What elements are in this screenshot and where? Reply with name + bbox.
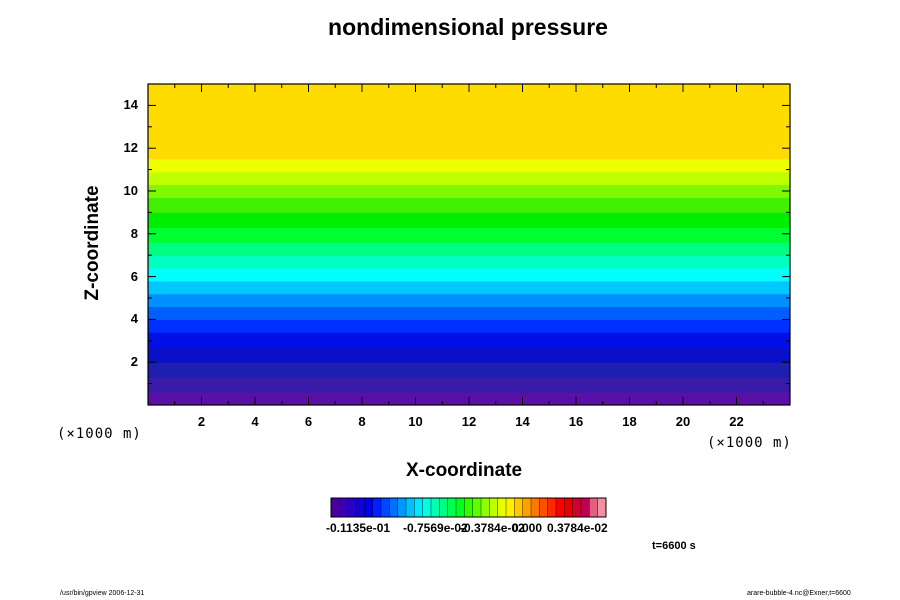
y-tick-label: 14 (123, 97, 138, 113)
colorbar-swatch (514, 497, 524, 518)
contour-band (148, 197, 790, 213)
contour-band (148, 377, 790, 393)
z-unit-label: (×1000 m) (57, 426, 142, 442)
footer-left: /usr/bin/gpview 2006-12-31 (60, 590, 145, 597)
colorbar-swatch (555, 497, 565, 518)
x-tick-label: 18 (622, 414, 637, 429)
colorbar-label: -0.1135e-01 (326, 521, 391, 535)
colorbar (330, 497, 607, 518)
contour-band (148, 332, 790, 348)
colorbar-swatch (414, 497, 424, 518)
contour-band (148, 227, 790, 243)
x-unit-label: (×1000 m) (707, 435, 792, 451)
colorbar-swatch (589, 497, 599, 518)
x-tick-label: 2 (197, 414, 206, 429)
y-axis-label: Z-coordinate (82, 185, 103, 301)
colorbar-swatch (480, 497, 490, 518)
contour-band (148, 268, 790, 282)
colorbar-swatch (505, 497, 515, 518)
colorbar-swatch (489, 497, 499, 518)
colorbar-swatch (422, 497, 432, 518)
contour-band (148, 212, 790, 228)
colorbar-swatch (405, 497, 415, 518)
colorbar-swatch (572, 497, 582, 518)
y-tick-label: 4 (130, 311, 138, 327)
y-tick-label: 8 (130, 225, 138, 241)
x-tick-label: 22 (729, 414, 744, 429)
colorbar-swatch (439, 497, 449, 518)
y-tick-label: 12 (123, 140, 138, 156)
colorbar-swatch (580, 497, 590, 518)
colorbar-swatch (455, 497, 465, 518)
tick-marks (148, 84, 790, 405)
footer-right: arare-bubble-4.nc@Exner,t=6600 (747, 590, 851, 597)
y-tick-label: 2 (130, 354, 138, 370)
contour-field (148, 84, 790, 406)
colorbar-swatch (564, 497, 574, 518)
colorbar-frame (330, 497, 607, 518)
x-tick-label: 8 (358, 414, 366, 429)
colorbar-label: 0.000 (512, 521, 543, 535)
colorbar-swatch (364, 497, 374, 518)
chart-title: nondimensional pressure (328, 14, 608, 40)
colorbar-swatch (397, 497, 407, 518)
contour-band (148, 293, 790, 308)
contour-band (148, 347, 790, 363)
colorbar-swatch (539, 497, 549, 518)
contour-band (148, 171, 790, 186)
colorbar-swatch (430, 497, 440, 518)
y-tick-label: 10 (123, 183, 138, 198)
colorbar-swatch (372, 497, 382, 518)
contour-band (148, 362, 790, 378)
colorbar-swatch (347, 497, 357, 518)
contour-band (148, 242, 790, 256)
contour-band (148, 255, 790, 269)
colorbar-swatch (330, 497, 340, 518)
colorbar-swatch (380, 497, 390, 518)
colorbar-swatch (547, 497, 557, 518)
colorbar-swatch (530, 497, 540, 518)
contour-band (148, 84, 790, 160)
colorbar-swatch (355, 497, 365, 518)
x-tick-label: 12 (461, 414, 477, 429)
contour-band (148, 158, 790, 173)
x-tick-label: 14 (515, 414, 530, 429)
contour-band (148, 184, 790, 198)
contour-band (148, 319, 790, 333)
y-tick-label: 6 (130, 268, 138, 284)
time-label: t=6600 s (652, 540, 696, 552)
colorbar-label: -0.3784e-02 (460, 521, 525, 535)
contour-band (148, 306, 790, 320)
x-axis-label: X-coordinate (406, 460, 523, 481)
colorbar-swatch (597, 497, 607, 518)
x-tick-label: 20 (675, 414, 691, 429)
colorbar-swatch (447, 497, 457, 518)
x-tick-label: 10 (408, 414, 423, 429)
contour-band (148, 280, 790, 295)
x-tick-label: 16 (568, 414, 584, 429)
colorbar-swatch (464, 497, 474, 518)
colorbar-label: 0.3784e-02 (547, 521, 608, 535)
colorbar-swatch (497, 497, 507, 518)
colorbar-swatch (339, 497, 349, 518)
colorbar-label: -0.7569e-02 (403, 521, 468, 535)
colorbar-swatch (522, 497, 532, 518)
x-tick-label: 4 (251, 414, 259, 429)
colorbar-swatch (472, 497, 482, 518)
x-tick-label: 6 (304, 414, 313, 429)
colorbar-swatch (389, 497, 399, 518)
